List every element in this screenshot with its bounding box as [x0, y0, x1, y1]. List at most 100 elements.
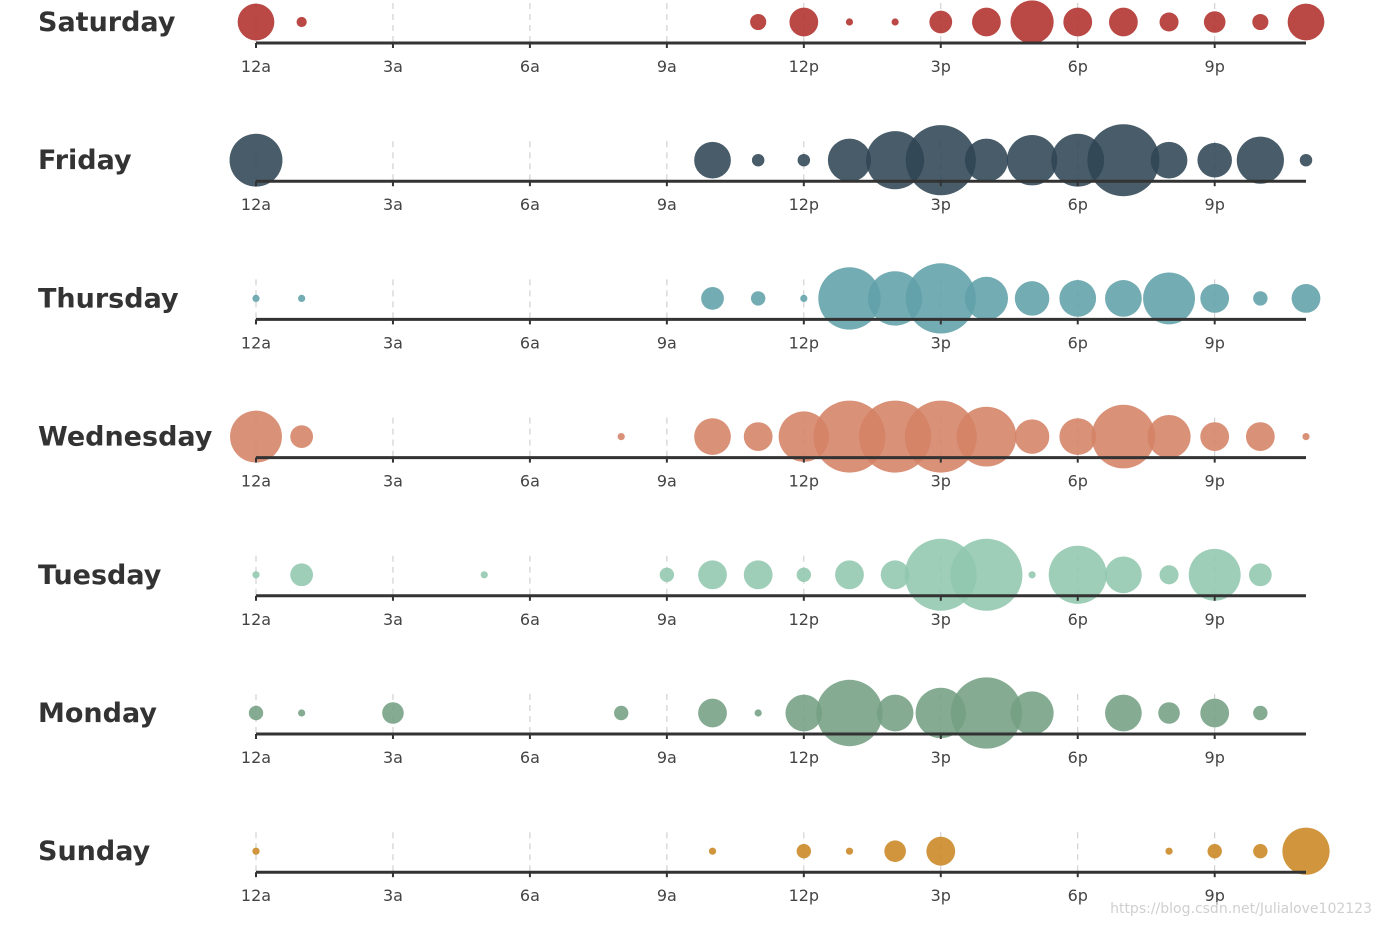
tick-label: 3p — [931, 472, 951, 491]
bubble-thursday-h20 — [1143, 272, 1196, 325]
tick-label: 12p — [789, 610, 820, 629]
bubble-thursday-h0 — [252, 294, 260, 302]
tick-label: 3a — [383, 333, 403, 352]
bubble-wednesday-h18 — [1059, 418, 1097, 455]
bubble-sunday-h14 — [884, 840, 906, 862]
bubble-monday-h1 — [298, 709, 306, 717]
tick-label: 12a — [241, 610, 271, 629]
bubble-thursday-h15 — [905, 263, 976, 334]
tick-label: 6p — [1068, 333, 1088, 352]
bubble-monday-h21 — [1200, 698, 1230, 728]
tick-label: 9p — [1205, 472, 1225, 491]
bubble-friday-h13 — [827, 138, 872, 182]
watermark: https://blog.csdn.net/Julialove102123 — [1110, 901, 1372, 917]
tick-label: 12a — [241, 333, 271, 352]
bubble-saturday-h20 — [1159, 12, 1179, 32]
day-label: Wednesday — [38, 422, 213, 453]
tick-label: 6p — [1068, 748, 1088, 767]
tick-label: 3p — [931, 886, 951, 905]
bubble-saturday-h15 — [929, 10, 953, 34]
bubble-saturday-h1 — [296, 16, 307, 28]
tick-label: 9a — [657, 886, 677, 905]
bubble-tuesday-h18 — [1048, 545, 1107, 604]
tick-label: 6p — [1068, 195, 1088, 214]
bubble-saturday-h18 — [1063, 7, 1093, 37]
tick-label: 12a — [241, 472, 271, 491]
bubble-tuesday-h20 — [1159, 565, 1179, 585]
bubble-monday-h0 — [248, 705, 264, 721]
tick-label: 12a — [241, 195, 271, 214]
bubble-saturday-h14 — [891, 18, 899, 26]
bubble-friday-h11 — [751, 153, 765, 167]
tick-label: 3p — [931, 57, 951, 76]
bubble-tuesday-h13 — [835, 560, 864, 590]
bubble-saturday-h0 — [237, 3, 275, 41]
bubble-friday-h23 — [1299, 153, 1313, 167]
tick-label: 9a — [657, 57, 677, 76]
bubble-saturday-h17 — [1010, 0, 1054, 44]
bubble-friday-h0 — [229, 133, 283, 187]
tick-label: 6a — [520, 195, 540, 214]
bubble-tuesday-h17 — [1028, 571, 1036, 579]
bubble-monday-h22 — [1253, 705, 1268, 721]
bubble-tuesday-h14 — [880, 560, 910, 590]
bubble-monday-h16 — [950, 677, 1023, 749]
bubble-monday-h8 — [614, 705, 629, 721]
bubble-sunday-h23 — [1282, 827, 1330, 875]
tick-label: 9p — [1205, 886, 1225, 905]
bubble-thursday-h16 — [964, 276, 1009, 320]
day-label: Thursday — [38, 283, 179, 314]
bubble-wednesday-h11 — [743, 422, 773, 451]
bubble-thursday-h17 — [1014, 281, 1050, 316]
bubble-tuesday-h5 — [480, 571, 488, 579]
bubble-sunday-h22 — [1253, 844, 1268, 859]
tick-label: 9a — [657, 610, 677, 629]
bubble-tuesday-h16 — [950, 538, 1023, 611]
bubble-saturday-h11 — [750, 13, 767, 31]
bubble-monday-h14 — [876, 694, 914, 732]
row-saturday: Saturday 12a 3a 6a 9a 12p 3p 6p 9p — [38, 0, 1325, 76]
bubble-wednesday-h20 — [1147, 415, 1191, 459]
tick-label: 3a — [383, 472, 403, 491]
tick-label: 9p — [1205, 333, 1225, 352]
tick-label: 9a — [657, 195, 677, 214]
bubble-monday-h20 — [1158, 702, 1180, 724]
bubble-friday-h22 — [1236, 136, 1284, 184]
bubble-thursday-h18 — [1059, 280, 1097, 317]
bubble-sunday-h15 — [926, 836, 956, 866]
bubble-monday-h17 — [1010, 691, 1054, 735]
bubble-tuesday-h21 — [1188, 548, 1241, 601]
bubble-wednesday-h15 — [904, 400, 977, 473]
bubble-thursday-h23 — [1291, 284, 1321, 313]
tick-label: 3p — [931, 748, 951, 767]
bubble-sunday-h13 — [845, 847, 854, 855]
bubble-thursday-h10 — [701, 287, 724, 310]
bubble-thursday-h12 — [800, 294, 808, 302]
row-friday: Friday 12a 3a 6a 9a 12p 3p 6p 9p — [38, 124, 1313, 214]
tick-label: 3p — [931, 610, 951, 629]
tick-label: 3a — [383, 195, 403, 214]
bubble-friday-h17 — [1006, 135, 1058, 186]
bubble-tuesday-h22 — [1248, 563, 1272, 587]
bubble-monday-h11 — [754, 709, 762, 717]
tick-label: 9p — [1205, 195, 1225, 214]
bubble-tuesday-h0 — [252, 571, 260, 579]
tick-label: 12p — [789, 472, 820, 491]
tick-label: 6p — [1068, 472, 1088, 491]
bubble-monday-h10 — [698, 698, 727, 728]
bubble-monday-h19 — [1105, 694, 1142, 732]
bubble-friday-h20 — [1150, 141, 1188, 179]
chart-rows: Saturday 12a 3a 6a 9a 12p 3p 6p 9p Friday 12a 3a 6a 9… — [38, 0, 1330, 905]
tick-label: 9a — [657, 748, 677, 767]
tick-label: 9p — [1205, 610, 1225, 629]
bubble-tuesday-h11 — [743, 560, 773, 590]
bubble-wednesday-h22 — [1245, 422, 1275, 451]
tick-label: 12a — [241, 748, 271, 767]
bubble-friday-h16 — [964, 138, 1009, 182]
tick-label: 3a — [383, 57, 403, 76]
bubble-monday-h3 — [382, 702, 404, 724]
tick-label: 6a — [520, 57, 540, 76]
tick-label: 12a — [241, 886, 271, 905]
row-monday: Monday 12a 3a 6a 9a 12p 3p 6p 9p — [38, 677, 1306, 767]
